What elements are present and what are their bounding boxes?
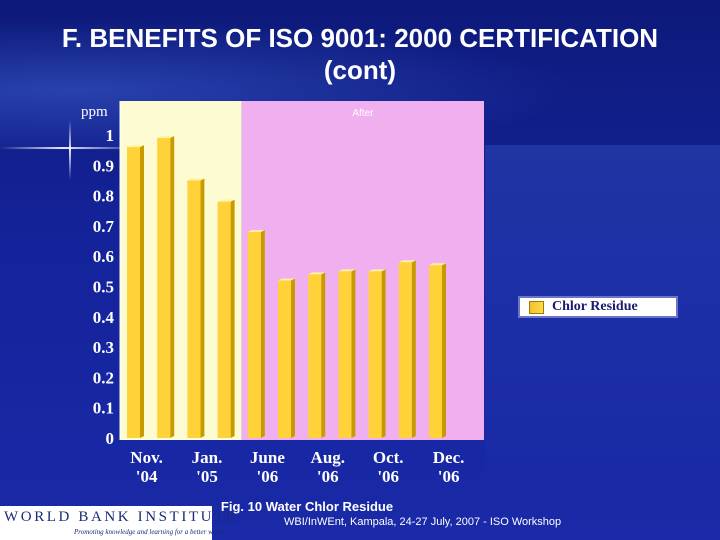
logo-tagline: Promoting knowledge and learning for a b… xyxy=(74,528,225,536)
x-tick-label: Dec. xyxy=(433,448,465,467)
y-tick-label: 0.1 xyxy=(93,399,114,418)
x-tick-label: Oct. xyxy=(373,448,404,467)
bar-side xyxy=(351,269,356,438)
legend-swatch xyxy=(529,300,544,314)
y-tick-label: 0.7 xyxy=(93,217,115,236)
slide-title: F. BENEFITS OF ISO 9001: 2000 CERTIFICAT… xyxy=(0,22,720,86)
bar-side xyxy=(260,229,265,438)
y-tick-label: 0.3 xyxy=(93,338,114,357)
bar-side xyxy=(230,199,235,438)
x-tick-label: '04 xyxy=(136,467,158,486)
bar xyxy=(157,138,171,438)
bar-top xyxy=(308,272,326,275)
bar-top xyxy=(157,136,175,139)
bar-side xyxy=(140,145,144,438)
x-tick-label: '06 xyxy=(438,467,460,486)
bar xyxy=(278,280,291,438)
bar-side xyxy=(200,178,205,438)
slide-title-line1: F. BENEFITS OF ISO 9001: 2000 CERTIFICAT… xyxy=(61,23,659,53)
y-axis-label: ppm xyxy=(81,104,108,120)
y-tick-label: 0.9 xyxy=(93,156,114,175)
chart-legend: Chlor Residue xyxy=(518,296,678,318)
bar-top xyxy=(187,178,205,181)
bar xyxy=(187,180,201,438)
bar xyxy=(308,274,322,438)
x-tick-label: '06 xyxy=(377,467,399,486)
bar-side xyxy=(381,269,386,438)
figure-caption: Fig. 10 Water Chlor Residue xyxy=(220,499,394,514)
bar-top xyxy=(217,199,235,202)
bar xyxy=(398,262,412,438)
slide-title-line2: (cont) xyxy=(323,55,397,85)
x-tick-label: '06 xyxy=(257,467,279,486)
bar-top xyxy=(429,263,446,266)
y-tick-label: 1 xyxy=(106,126,115,145)
x-tick-label: June xyxy=(250,448,285,467)
bar-side xyxy=(170,136,175,438)
y-tick-label: 0 xyxy=(106,429,115,448)
legend-label: Chlor Residue xyxy=(552,299,638,314)
bar xyxy=(247,231,261,438)
x-tick-label: Aug. xyxy=(311,448,345,467)
y-tick-label: 0.6 xyxy=(93,247,114,266)
y-tick-label: 0.2 xyxy=(93,368,114,387)
bar-top xyxy=(398,260,416,263)
bar xyxy=(127,147,140,438)
x-tick-label: '05 xyxy=(196,467,218,486)
bar-top xyxy=(338,269,356,272)
sparkle-decoration xyxy=(69,120,71,180)
y-tick-label: 0.8 xyxy=(93,187,114,206)
bar xyxy=(429,265,442,438)
bar-top xyxy=(278,278,295,281)
bar-top xyxy=(127,145,144,148)
world-bank-institute-logo: WORLD BANK INSTITUTE Promoting knowledge… xyxy=(0,506,235,540)
y-tick-label: 0.5 xyxy=(93,278,114,297)
x-tick-label: Nov. xyxy=(130,448,163,467)
x-tick-label: '06 xyxy=(317,467,339,486)
region-label: After xyxy=(352,108,374,119)
bar-side xyxy=(442,263,446,438)
bar xyxy=(217,201,231,438)
bar-side xyxy=(411,260,416,438)
bar-top xyxy=(368,269,386,272)
x-tick-label: Jan. xyxy=(192,448,223,467)
logo-name: WORLD BANK INSTITUTE xyxy=(4,509,238,525)
bar xyxy=(338,271,352,438)
bar-top xyxy=(247,229,265,232)
slide-footer: WBI/InWEnt, Kampala, 24-27 July, 2007 - … xyxy=(284,516,562,528)
y-tick-label: 0.4 xyxy=(93,308,115,327)
bar-side xyxy=(291,278,295,438)
bar xyxy=(368,271,382,438)
bar-side xyxy=(321,272,326,438)
